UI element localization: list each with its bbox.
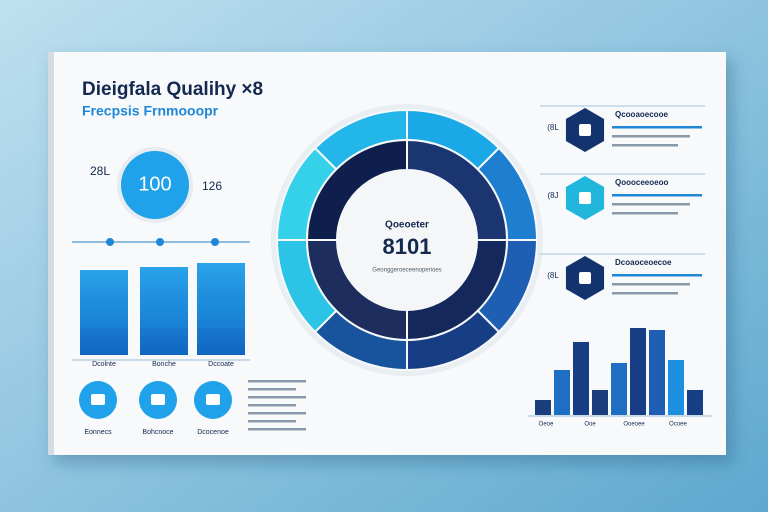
- text-line: [248, 428, 306, 431]
- icon-label: Bohcnoce: [142, 429, 173, 436]
- bar-label: Dccoate: [208, 361, 234, 368]
- text-line: [612, 292, 678, 295]
- bar: [535, 400, 551, 415]
- icon-glyph: [151, 394, 165, 405]
- hex-tag: (8L: [547, 123, 559, 132]
- title: Dieigfala Qualihy ×8: [82, 79, 263, 100]
- bar: [668, 360, 684, 415]
- text-line: [248, 380, 306, 383]
- donut-title: Qoeoeter: [385, 220, 429, 231]
- donut-center: [337, 170, 477, 310]
- hex-glyph: [579, 192, 591, 204]
- text-line: [248, 420, 296, 423]
- badge-left-label: 28L: [90, 164, 110, 178]
- bar: [140, 267, 188, 355]
- badge-value: 100: [138, 173, 171, 195]
- bar: [197, 263, 245, 355]
- badge: [121, 151, 189, 219]
- bar: [554, 370, 570, 415]
- bar: [573, 342, 589, 415]
- badge-right-label: 126: [202, 179, 222, 193]
- hex-heading: Qcooaoecooe: [615, 110, 668, 119]
- hex-glyph: [579, 272, 591, 284]
- bar-band: [80, 300, 128, 328]
- text-line: [612, 126, 702, 129]
- icon-glyph: [91, 394, 105, 405]
- subtitle: Frecpsis Frnmooopr: [82, 103, 219, 119]
- text-line: [612, 135, 690, 138]
- board-edge: [48, 52, 54, 455]
- bar-label: Ooe: [584, 422, 596, 428]
- bar: [592, 390, 608, 415]
- timeline-dot: [211, 238, 219, 246]
- bar: [630, 328, 646, 415]
- donut-caption: Geonggeroeceenoperioes: [372, 268, 441, 274]
- bar: [80, 270, 128, 355]
- bar: [687, 390, 703, 415]
- text-line: [612, 274, 702, 277]
- timeline-dot: [106, 238, 114, 246]
- text-line: [248, 404, 296, 407]
- text-line: [612, 203, 690, 206]
- timeline-dot: [156, 238, 164, 246]
- bar-label: Ooeoee: [623, 422, 645, 428]
- hex-glyph: [579, 124, 591, 136]
- icon-glyph: [206, 394, 220, 405]
- bar-band: [197, 300, 245, 328]
- bar-label: Bonche: [152, 361, 176, 368]
- hex-tag: (8L: [547, 271, 559, 280]
- bar-label: Ocoee: [669, 422, 687, 428]
- bar: [649, 330, 665, 415]
- bar-label: Oeoe: [539, 422, 554, 428]
- text-line: [248, 388, 296, 391]
- donut-value: 8101: [383, 234, 432, 259]
- bar-label: Dcolnte: [92, 361, 116, 368]
- text-line: [612, 212, 678, 215]
- text-line: [612, 194, 702, 197]
- text-line: [248, 396, 306, 399]
- hex-heading: Dcoaoceoecoe: [615, 258, 672, 267]
- text-line: [612, 144, 678, 147]
- icon-label: Eonnecs: [84, 429, 112, 436]
- hex-heading: Qoooceeoeoo: [615, 178, 668, 187]
- text-line: [612, 283, 690, 286]
- text-line: [248, 412, 306, 415]
- bar: [611, 363, 627, 415]
- icon-label: Dcocenoe: [197, 429, 229, 436]
- bar-band: [140, 300, 188, 328]
- hex-tag: (8J: [547, 191, 558, 200]
